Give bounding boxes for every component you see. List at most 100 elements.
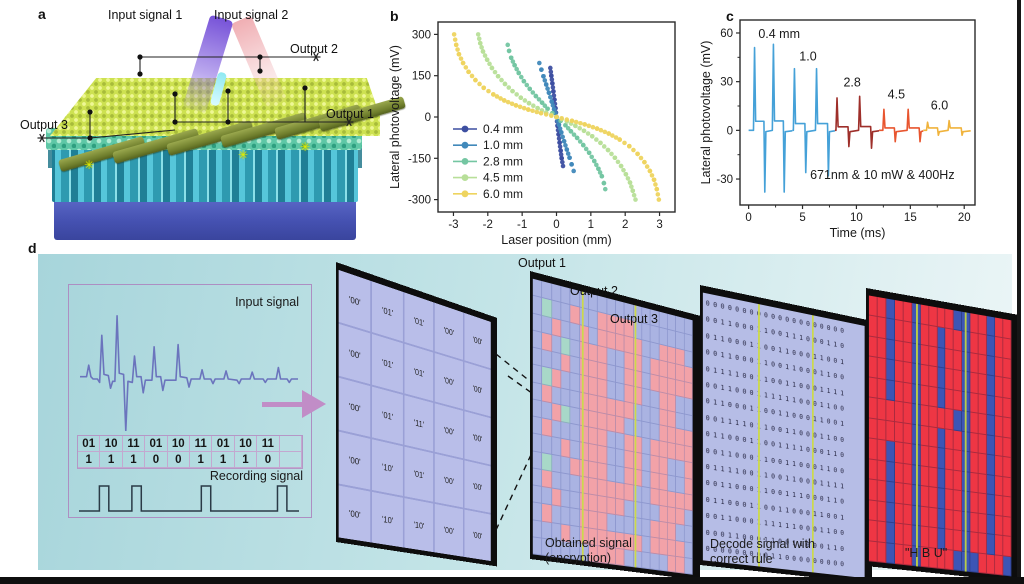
hbu-pixel [995, 357, 1004, 379]
encrypted-pixel [642, 519, 651, 537]
hbu-pixel [877, 501, 887, 523]
encrypted-pixel [615, 416, 625, 435]
hbu-pixel [886, 359, 895, 382]
hbu-pixel [868, 336, 878, 359]
encrypted-pixel [542, 486, 552, 506]
code-cell: 1 [100, 452, 123, 468]
encrypted-pixel [676, 396, 685, 415]
svg-text:-150: -150 [408, 153, 431, 165]
hbu-pixel [894, 340, 904, 363]
hbu-pixel [987, 375, 996, 397]
obtained-signal-caption: Obtained signal (encryption) [545, 536, 632, 565]
encrypted-pixel [676, 364, 685, 383]
encrypted-pixel [532, 347, 543, 367]
encrypted-pixel [615, 366, 625, 385]
encrypted-pixel [588, 494, 599, 513]
encrypted-pixel [642, 388, 651, 407]
panel-d-letter: d [28, 240, 37, 256]
encrypted-pixel [667, 442, 677, 461]
hbu-pixel [877, 460, 887, 482]
encrypted-pixel [570, 457, 580, 477]
encrypted-pixel [659, 554, 668, 572]
encrypted-pixel [532, 502, 543, 522]
encrypted-pixel [532, 450, 543, 470]
hbu-pixel [954, 390, 963, 412]
encrypted-pixel [624, 467, 634, 486]
encrypted-pixel [659, 457, 668, 475]
encrypted-pixel [667, 507, 677, 525]
input-signal-label: Input signal [235, 295, 299, 309]
output-3-label: Output 3 [20, 118, 68, 132]
hbu-pixel [978, 513, 988, 535]
encrypted-pixel [607, 464, 616, 483]
encrypted-pixel [542, 504, 552, 523]
encrypted-pixel [659, 392, 668, 411]
encrypted-pixel [624, 483, 634, 502]
hbu-pixel [1003, 378, 1012, 400]
hbu-pixel [886, 420, 895, 443]
svg-text:0: 0 [727, 125, 733, 137]
encrypted-pixel [650, 553, 660, 571]
encrypted-pixel [532, 468, 543, 487]
encrypted-pixel [624, 384, 634, 404]
hbu-pixel [894, 482, 904, 505]
svg-text:0: 0 [425, 112, 431, 124]
encrypted-pixel [542, 349, 552, 370]
code-grid-cell: '00' [464, 411, 491, 465]
encrypted-pixel [642, 535, 651, 554]
encrypted-pixel [650, 374, 660, 393]
hbu-pixel [1003, 397, 1012, 419]
panel-a-letter: a [38, 6, 46, 22]
yellow-divider-line [758, 304, 761, 567]
encrypted-pixel [667, 474, 677, 493]
hbu-pixel [995, 337, 1004, 359]
hbu-pixel [987, 355, 996, 377]
hbu-pixel [978, 314, 988, 336]
hbu-pixel [954, 550, 963, 572]
code-grid-cell: '00' [464, 509, 491, 562]
svg-text:Laser position (mm): Laser position (mm) [501, 233, 611, 247]
hbu-pixel [877, 297, 887, 319]
hbu-pixel [920, 486, 929, 508]
encrypted-pixel [659, 424, 668, 443]
code-cell: 0 [145, 452, 168, 468]
code-grid-cell: '00' [464, 460, 491, 513]
hbu-pixel [877, 521, 887, 543]
hbu-pixel [978, 493, 988, 515]
hbu-pixel [937, 367, 946, 390]
encrypted-pixel [588, 343, 599, 363]
bottom-border-bar [0, 577, 1024, 584]
svg-text:150: 150 [412, 71, 431, 83]
hbu-pixel-panel [866, 288, 1020, 583]
encrypted-pixel [624, 500, 634, 519]
encrypted-pixel [659, 489, 668, 508]
encrypted-pixel [551, 351, 562, 372]
encrypted-pixel [667, 491, 677, 509]
hbu-pixel [945, 509, 955, 531]
hbu-pixel [877, 317, 887, 340]
panel-b-letter: b [390, 8, 399, 24]
hbu-pixel [920, 465, 929, 488]
code-cell: 01 [145, 436, 168, 452]
hbu-pixel [937, 307, 946, 329]
encrypted-pixel [676, 380, 685, 399]
hbu-pixel [920, 526, 929, 548]
encrypted-pixel [684, 350, 693, 369]
encrypted-pixel [570, 406, 580, 426]
hbu-pixel [1003, 318, 1012, 341]
encrypted-pixel [684, 509, 693, 528]
encrypted-pixel [667, 346, 677, 365]
encrypted-pixel [624, 434, 634, 453]
hbu-pixel [954, 490, 963, 512]
encrypted-pixel [551, 369, 562, 389]
hbu-pixel [995, 554, 1004, 576]
code-grid-cell: '00' [434, 353, 463, 409]
hbu-pixel [1003, 358, 1012, 380]
panel-c-chart: c 0 5 10 15 20 -30 0 30 60 Time (ms) Lateral photo… [698, 0, 1024, 248]
encrypted-pixel [650, 406, 660, 425]
hbu-pixel [928, 487, 938, 509]
encrypted-pixel [532, 313, 543, 333]
encrypted-pixel [642, 503, 651, 521]
encrypted-pixel [615, 383, 625, 402]
